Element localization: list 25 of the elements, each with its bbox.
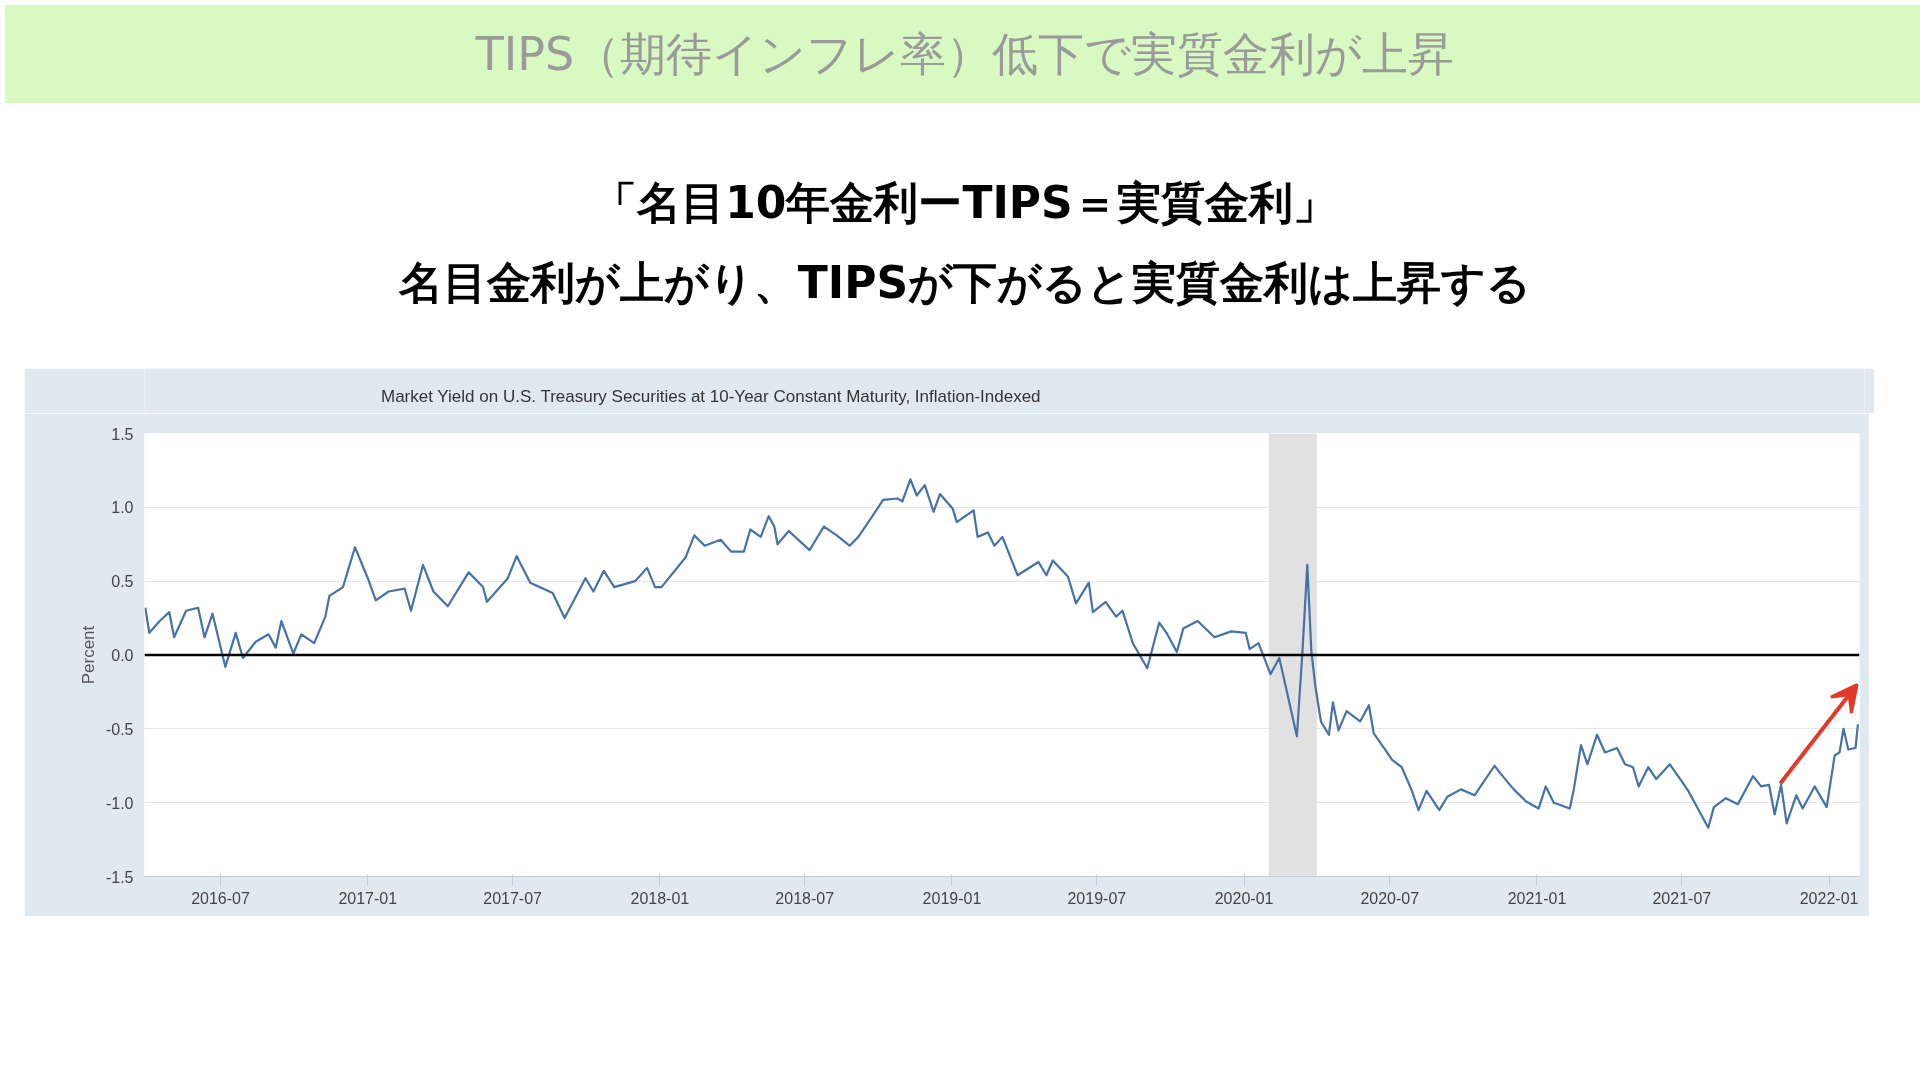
x-tick-label: 2022-01 <box>1799 889 1859 907</box>
y-axis-title: Percent <box>78 625 98 685</box>
y-tick-label: 0.0 <box>111 647 134 664</box>
text: 名目金利が上がり、TIPSが下がると実質金利は上昇する <box>398 256 1532 310</box>
y-tick-label: -0.5 <box>105 720 134 738</box>
x-tick-label: 2018-01 <box>630 889 690 907</box>
y-tick-label: 1.0 <box>111 499 134 517</box>
line-series <box>144 478 1859 829</box>
chart-title: TIPS（期待インフレ率）低下で実質金利が上昇 <box>475 26 1455 83</box>
y-tick-label: 0.5 <box>111 573 134 591</box>
y-tick-label: -1.5 <box>105 868 134 886</box>
x-tick-label: 2017-07 <box>483 889 543 907</box>
y-tick-label: 1.5 <box>111 425 134 443</box>
x-tick-label: 2021-07 <box>1652 889 1712 907</box>
y-tick-label: -1.0 <box>105 794 134 812</box>
chart-subtitle: 「名目10年金利ーTIPS＝実質金利」 <box>593 176 1337 230</box>
x-tick-label: 2016-07 <box>191 889 250 907</box>
x-tick-label: 2020-01 <box>1214 889 1274 907</box>
x-tick-label: 2019-01 <box>922 889 982 907</box>
x-tick-label: 2017-01 <box>338 889 398 907</box>
text: Market Yield on U.S. Treasury Securities at 10-Year Constant Maturity, Inflation-Indexed <box>381 387 1041 407</box>
x-tick-label: 2019-07 <box>1067 889 1127 907</box>
x-tick-label: 2018-07 <box>775 889 835 907</box>
x-tick-label: 2021-01 <box>1507 889 1567 907</box>
x-tick-label: 2020-07 <box>1360 889 1420 907</box>
